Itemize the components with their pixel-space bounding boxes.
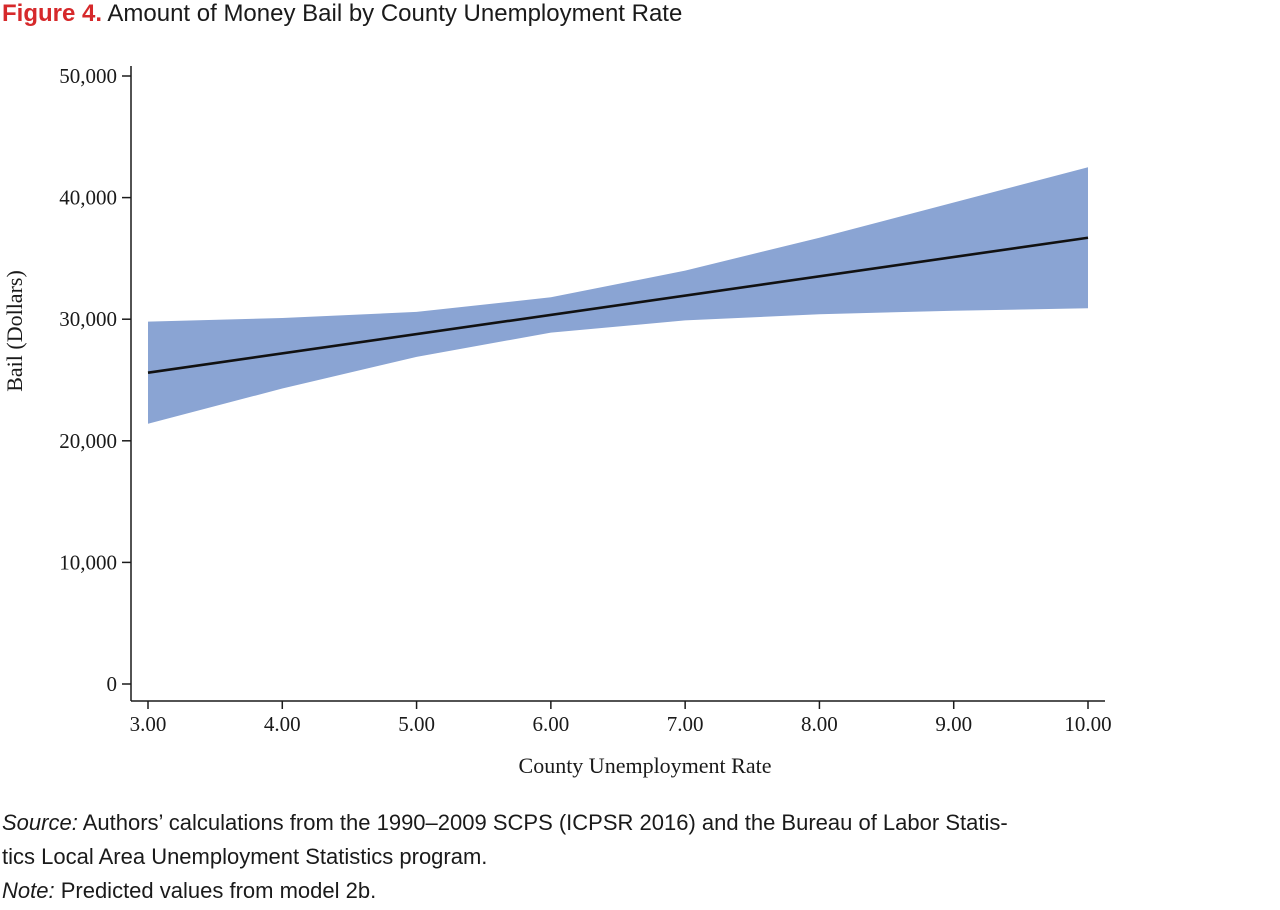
y-tick-label: 20,000 <box>59 429 117 453</box>
x-tick-label: 3.00 <box>130 712 167 736</box>
figure-title: Figure 4. Amount of Money Bail by County… <box>2 0 682 28</box>
x-tick-label: 6.00 <box>532 712 569 736</box>
y-axis-label: Bail (Dollars) <box>2 270 27 392</box>
y-tick-label: 30,000 <box>59 307 117 331</box>
x-axis-label: County Unemployment Rate <box>519 753 772 778</box>
prediction-line <box>147 236 1089 374</box>
figure-notes: Source: Authors’ calculations from the 1… <box>2 806 1008 908</box>
note-text: Predicted values from model 2b. <box>54 878 377 903</box>
x-tick-label: 10.00 <box>1064 712 1111 736</box>
y-tick-label: 0 <box>107 672 118 696</box>
chart: 3.00 4.00 5.00 6.00 7.00 8.00 9.00 10.00 0 10,000… <box>2 64 1112 778</box>
source-text-1: Authors’ calculations from the 1990–2009… <box>77 810 1008 835</box>
x-tick-label: 9.00 <box>935 712 972 736</box>
source-line-1: Source: Authors’ calculations from the 1… <box>2 806 1008 840</box>
confidence-band <box>148 167 1088 424</box>
figure-title-text: Amount of Money Bail by County Unemploym… <box>107 0 683 27</box>
note-line: Note: Predicted values from model 2b. <box>2 874 1008 908</box>
y-tick-label: 50,000 <box>59 64 117 88</box>
figure-label: Figure 4. <box>2 0 103 27</box>
x-tick-label: 7.00 <box>667 712 704 736</box>
note-label: Note: <box>2 878 55 903</box>
y-tick-label: 10,000 <box>59 550 117 574</box>
source-line-2: tics Local Area Unemployment Statistics … <box>2 844 488 869</box>
x-tick-label: 8.00 <box>801 712 838 736</box>
source-label: Source: <box>2 810 78 835</box>
x-tick-label: 4.00 <box>264 712 301 736</box>
x-tick-label: 5.00 <box>398 712 435 736</box>
y-tick-label: 40,000 <box>59 186 117 210</box>
